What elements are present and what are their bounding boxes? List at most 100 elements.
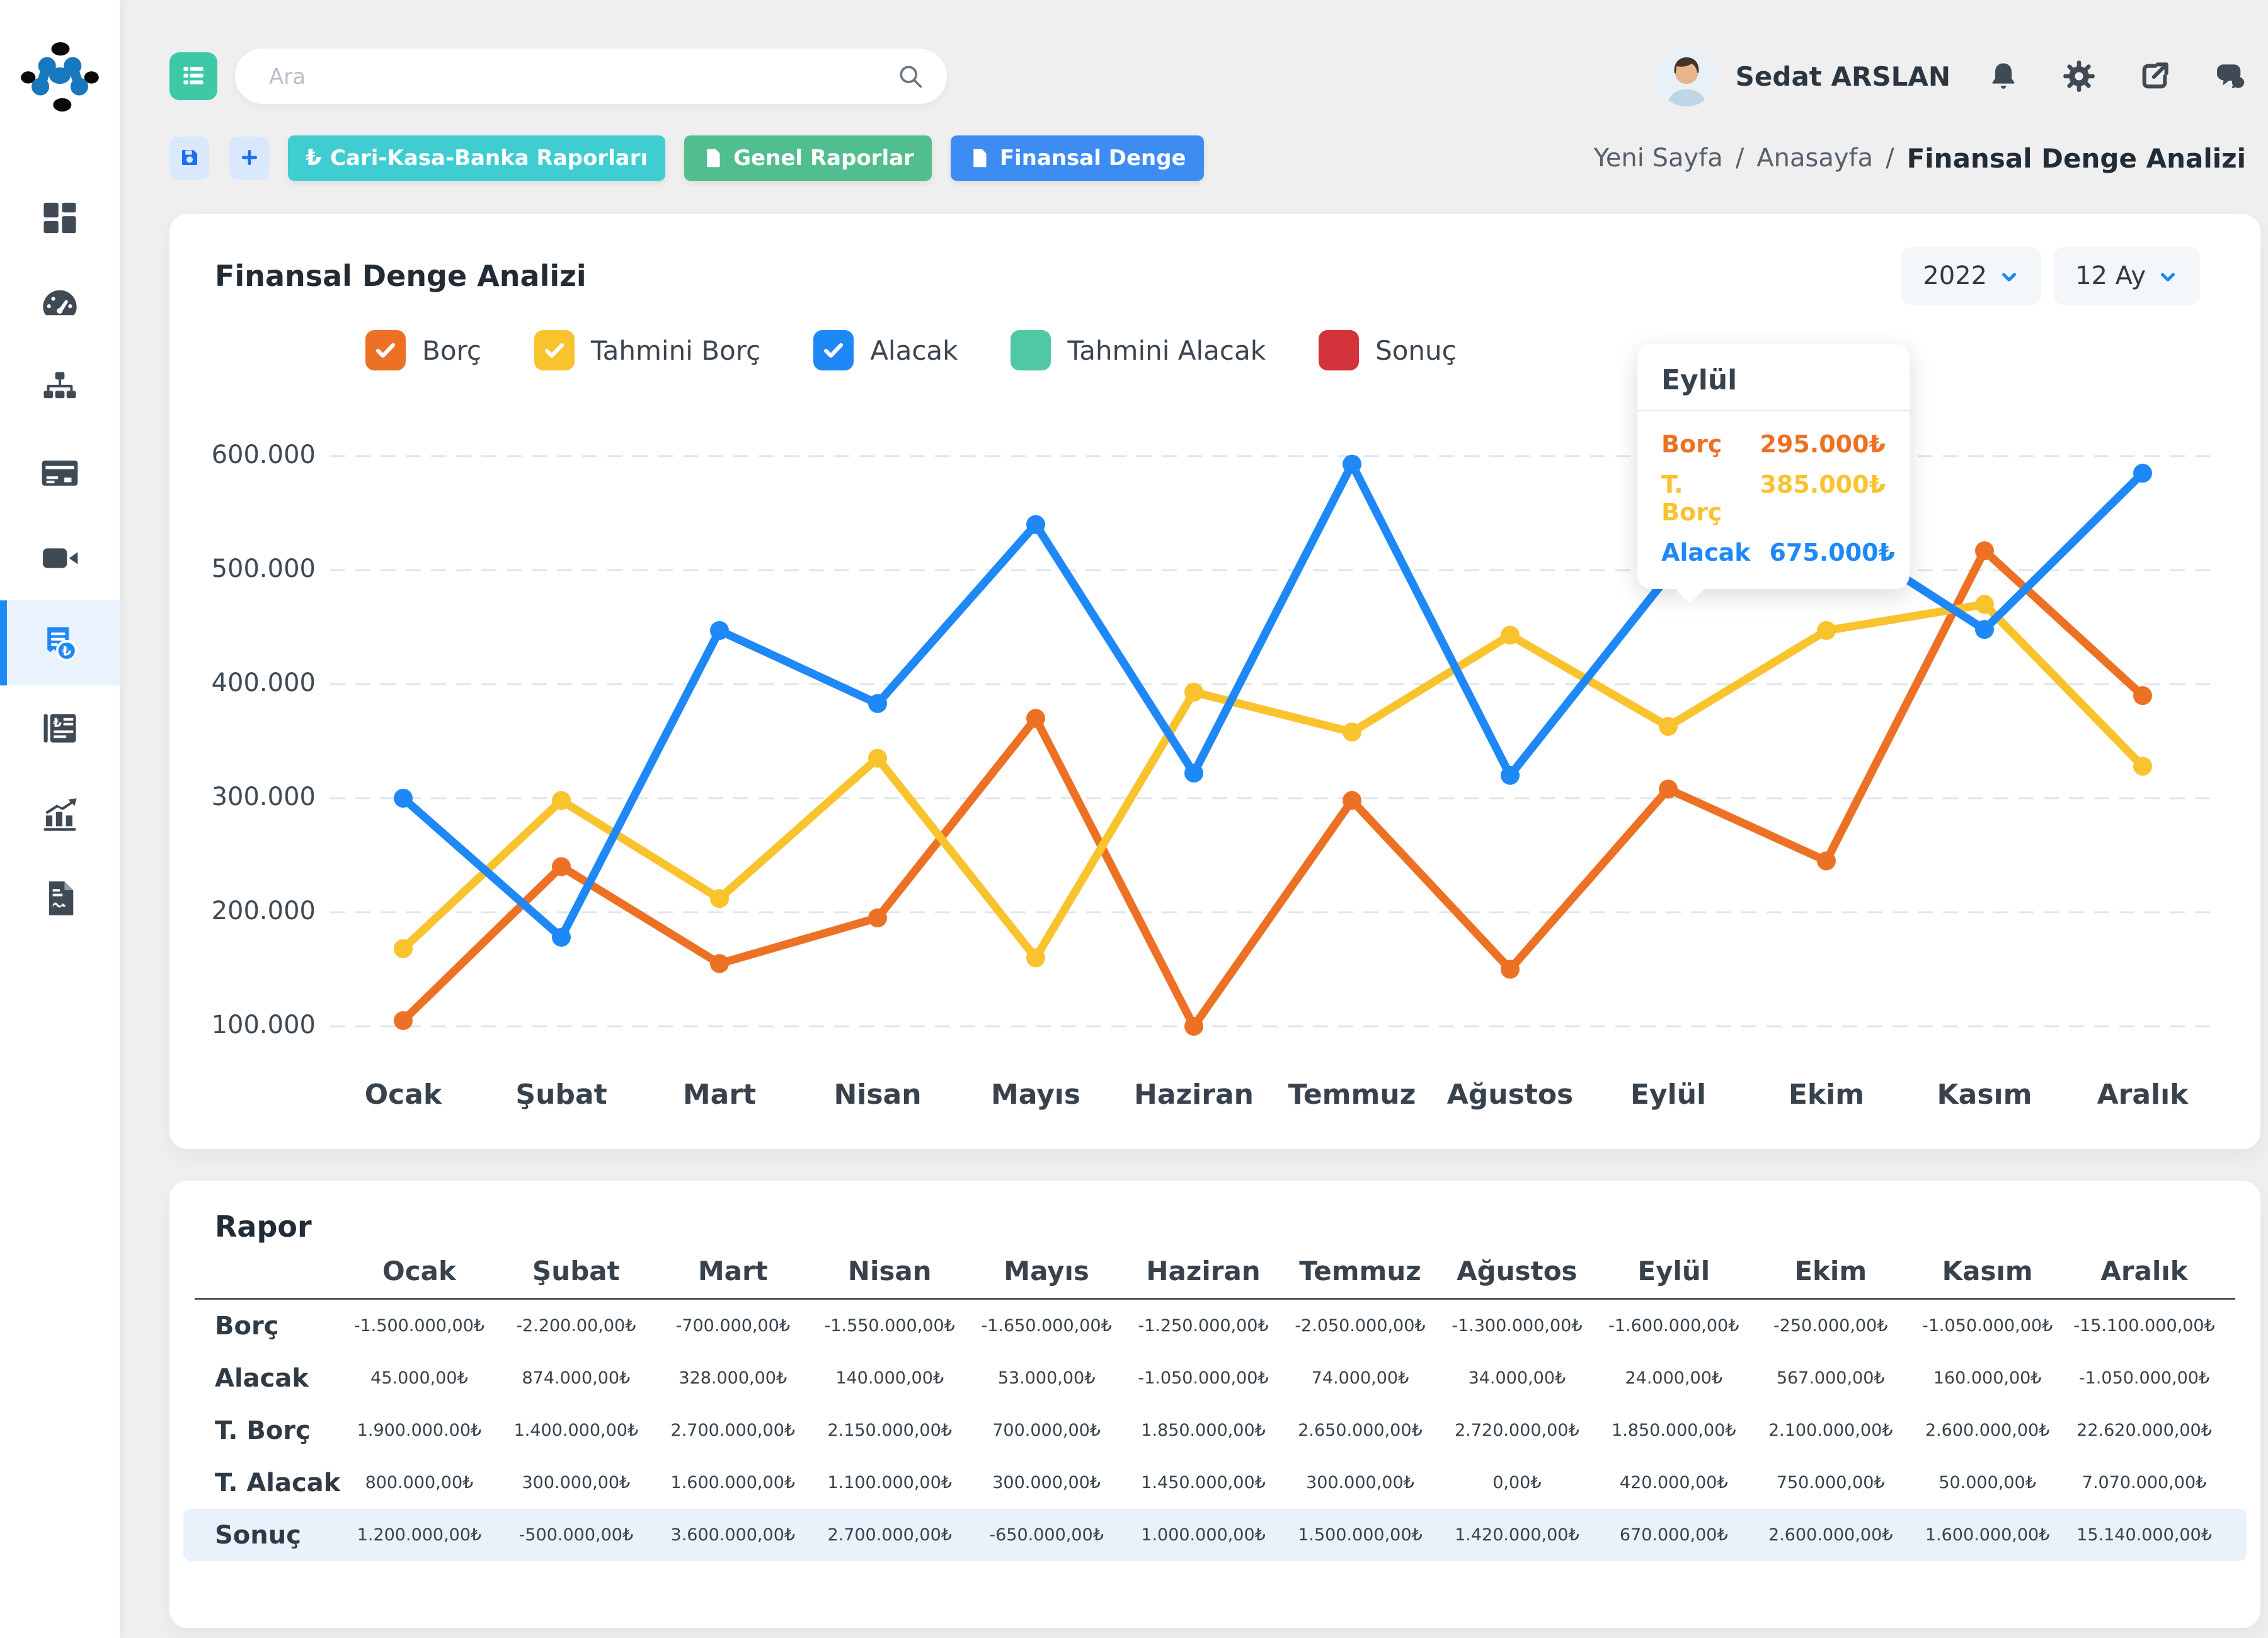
gear-icon[interactable] [2061,59,2097,94]
legend-checkbox[interactable] [813,330,854,370]
table-cell: 1.420.000,00₺ [1455,1525,1579,1545]
search-input[interactable] [268,49,869,105]
sidebar-item-report-file[interactable] [0,856,120,941]
table-cell: 7.070.000,00₺ [2082,1473,2207,1492]
legend-item-sonuç: Sonuç [1319,330,1457,370]
chat-icon[interactable] [2213,59,2248,94]
legend-label: Sonuç [1375,335,1457,366]
avatar[interactable] [1656,46,1717,106]
table-column-header: Temmuz [1299,1255,1421,1286]
table-cell: 24.000,00₺ [1625,1368,1723,1388]
svg-text:100.000: 100.000 [212,1011,316,1040]
menu-icon [180,62,207,91]
chart-card: 600.000 500.000 400.000 300.000 200.000 100.0… [169,214,2260,1149]
svg-text:Kasım: Kasım [1937,1079,2032,1111]
dashboard-icon [38,197,81,239]
svg-text:Haziran: Haziran [1134,1079,1254,1111]
breadcrumb-separator: / [1886,144,1894,173]
svg-text:400.000: 400.000 [212,668,316,697]
tooltip-rows: Borç 295.000₺ T. Borç 385.000₺ Alacak 675.000… [1637,411,1910,589]
tab-finansal-denge[interactable]: Finansal Denge [950,135,1204,181]
table-cell: 50.000,00₺ [1939,1473,2036,1492]
period-dropdown[interactable]: 12 Ay [2054,247,2200,305]
sidebar-item-video[interactable] [0,515,120,600]
report-table: Ocak Şubat Mart Nisan Mayıs Haziran Temmuz Ağus… [169,1244,2260,1561]
svg-text:200.000: 200.000 [212,896,316,925]
table-cell: 1.600.000,00₺ [670,1473,796,1492]
table-divider [195,1298,2235,1300]
table-row-t-alacak: T. Alacak 800.000,00₺ 300.000,00₺ 1.600.000… [169,1457,2260,1509]
sidebar-item-credit-card[interactable] [0,430,120,515]
tab-label: Genel Raporlar [733,146,914,171]
svg-text:300.000: 300.000 [212,782,316,811]
table-cell: 1.850.000,00₺ [1141,1421,1266,1440]
table-cell: -1.300.000,00₺ [1452,1316,1583,1336]
legend-checkbox[interactable] [365,330,406,370]
report-icon [702,147,724,169]
svg-text:500.000: 500.000 [212,554,316,583]
tooltip-title: Eylül [1637,344,1910,411]
bell-icon[interactable] [1986,59,2021,94]
breadcrumb-item[interactable]: Yeni Sayfa [1593,144,1723,173]
row-label: T. Alacak [215,1468,341,1498]
chevron-down-icon [1998,265,2020,287]
sidebar-item-sitemap[interactable] [0,345,120,430]
legend-label: Borç [422,335,481,366]
table-cell: -2.200.00,00₺ [516,1316,636,1336]
tab-genel-raporlar[interactable]: Genel Raporlar [684,135,932,181]
sidebar-item-dashboard[interactable] [0,175,120,260]
sidebar-item-ledger-lira[interactable]: ₺ [0,685,120,770]
table-cell: -1.500.000,00₺ [353,1316,485,1336]
table-cell: 1.850.000,00₺ [1612,1421,1736,1440]
table-cell: 53.000,00₺ [997,1368,1096,1388]
table-cell: 0,00₺ [1492,1473,1542,1492]
chart-svg[interactable]: 600.000 500.000 400.000 300.000 200.000 100.0… [169,214,2260,1149]
year-value: 2022 [1923,261,1988,290]
year-dropdown[interactable]: 2022 [1901,247,2042,305]
table-column-header: Şubat [532,1255,620,1286]
table-cell: -250.000,00₺ [1773,1316,1888,1336]
sidebar-item-gauge[interactable] [0,260,120,345]
table-cell: 22.620.000,00₺ [2076,1421,2212,1440]
legend-item-alacak: Alacak [813,330,958,370]
svg-text:Mayıs: Mayıs [991,1079,1080,1111]
search-icon[interactable] [896,62,924,90]
save-icon [178,146,201,171]
report-icon [968,147,991,169]
table-column-header: Eylül [1637,1255,1710,1286]
sidebar-item-invoice-lira[interactable]: ₺ [0,600,120,685]
legend-checkbox[interactable] [1011,330,1051,370]
breadcrumb-item[interactable]: Anasayfa [1756,144,1874,173]
table-cell: -15.100.000,00₺ [2073,1316,2215,1336]
add-button[interactable] [229,137,269,180]
plus-icon [238,146,261,171]
table-column-header: Kasım [1942,1255,2033,1286]
table-cell: -1.600.000,00₺ [1608,1316,1739,1336]
report-title: Rapor [215,1210,312,1244]
video-icon [38,537,81,580]
svg-text:₺: ₺ [53,716,62,730]
svg-text:Ocak: Ocak [365,1079,443,1111]
table-cell: 34.000,00₺ [1468,1368,1566,1388]
tab-label: Finansal Denge [999,146,1186,171]
period-value: 12 Ay [2075,261,2146,290]
table-cell: 3.600.000,00₺ [670,1525,796,1545]
app-logo[interactable] [0,0,120,112]
legend-checkbox[interactable] [534,330,575,370]
svg-text:Ekim: Ekim [1789,1079,1864,1111]
table-column-header: Ekim [1794,1255,1867,1286]
tooltip-row: T. Borç 385.000₺ [1661,471,1886,526]
svg-text:Eylül: Eylül [1630,1079,1706,1111]
menu-button[interactable] [169,52,217,100]
sidebar-nav: ₺ ₺ [0,175,120,941]
legend-checkbox[interactable] [1319,330,1360,370]
sidebar-item-chart-growth[interactable] [0,770,120,856]
share-icon[interactable] [2137,59,2172,94]
tab-cari-kasa-banka-raporlari[interactable]: ₺ Cari-Kasa-Banka Raporları [288,135,666,181]
table-cell: -1.050.000,00₺ [1922,1316,2053,1336]
table-cell: 420.000,00₺ [1619,1473,1728,1492]
sidebar: ₺ ₺ [0,0,120,1638]
chart-card-header: Finansal Denge Analizi 2022 12 Ay [169,214,2260,305]
chart-title: Finansal Denge Analizi [215,259,587,293]
save-button[interactable] [169,137,209,180]
